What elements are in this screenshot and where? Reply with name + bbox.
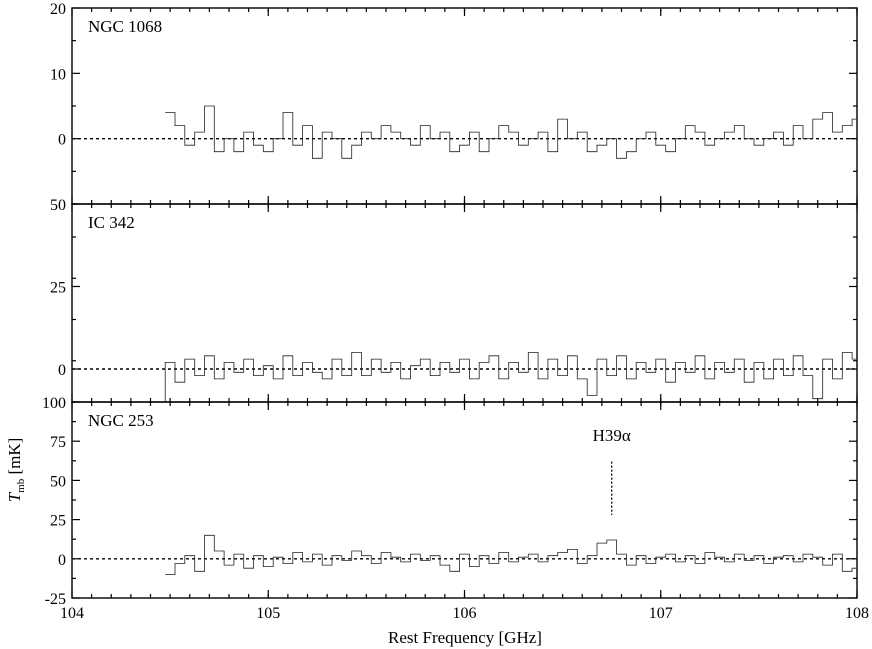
y-tick-label: 25 [50,513,66,530]
y-axis-title: Tmb [mK] [5,438,27,503]
panel-frame [71,7,858,205]
y-tick-label: 75 [50,434,66,451]
x-tick-label: 105 [256,605,280,622]
svg-text:Tmb [mK]: Tmb [mK] [5,438,27,503]
x-tick-label: 104 [60,605,84,622]
panel-frame [71,203,858,403]
y-axis-title-subscript: mb [15,478,27,493]
panel-label: NGC 253 [88,411,154,430]
panel-label: IC 342 [88,213,135,232]
panel-ngc-253: 100 75 50 25 0 -25 NGC 253 H39α [42,395,858,608]
spectrum-trace [165,534,857,575]
y-tick-label: 10 [50,66,66,83]
y-tick-label: 0 [58,362,66,379]
y-tick-label: 100 [42,395,66,412]
y-tick-label: -25 [45,591,66,608]
y-tick-label: 50 [50,473,66,490]
x-tick-label: 107 [649,605,673,622]
spectrum-trace [155,352,857,403]
y-tick-label: 50 [50,197,66,214]
line-marker-label: H39α [593,426,631,445]
spectrum-trace [165,105,857,159]
y-axis-title-main: T [5,491,24,502]
panel-frame [71,401,858,599]
panel-label: NGC 1068 [88,17,162,36]
x-axis-title: Rest Frequency [GHz] [388,628,542,647]
y-tick-label: 20 [50,1,66,18]
panel-ngc-1068: 20 10 0 NGC 1068 [50,1,858,205]
panel-ic-342: 50 25 0 IC 342 [50,197,858,403]
y-axis-title-unit: [mK] [5,438,24,479]
y-tick-label: 25 [50,280,66,297]
x-axis: 104 105 106 107 108 [60,605,869,622]
x-tick-label: 108 [845,605,869,622]
y-tick-label: 0 [58,552,66,569]
y-tick-label: 0 [58,132,66,149]
x-tick-label: 106 [453,605,477,622]
